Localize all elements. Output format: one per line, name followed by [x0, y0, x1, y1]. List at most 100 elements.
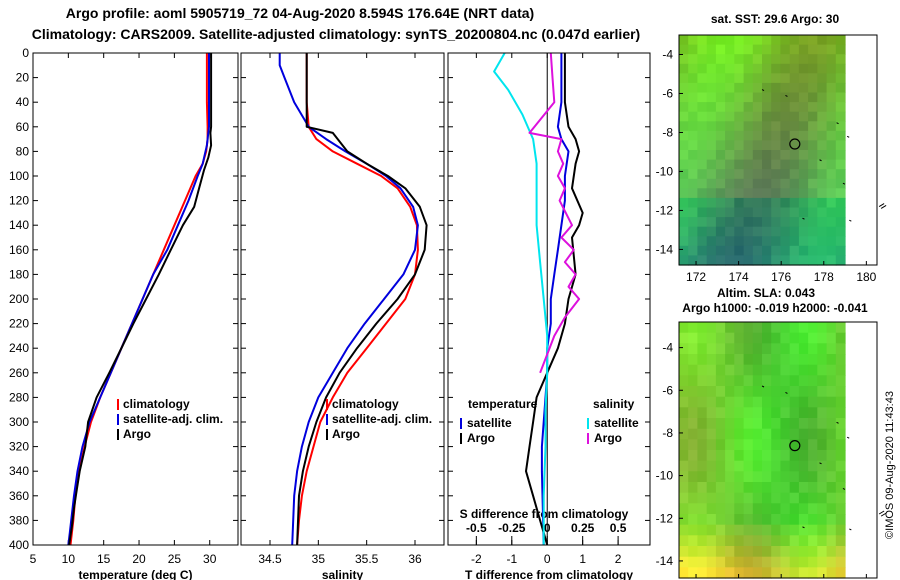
map-cell — [688, 35, 698, 46]
map-cell — [762, 375, 772, 387]
map-cell — [697, 503, 708, 515]
map-cell — [789, 514, 800, 526]
legend-title-salinity: salinity — [593, 397, 635, 411]
map-cell — [734, 396, 745, 408]
map-cell — [835, 556, 846, 568]
map-cell — [817, 73, 828, 84]
map-cell — [808, 82, 818, 94]
map-cell — [706, 207, 717, 218]
map-cell — [697, 535, 708, 547]
map-cell — [798, 503, 809, 515]
map-cell — [725, 159, 735, 170]
map-cell — [789, 428, 800, 440]
map-cell — [679, 524, 689, 536]
map-cell — [706, 439, 717, 451]
map-cell — [771, 63, 781, 74]
map-cell — [706, 503, 717, 515]
map-cell — [780, 546, 791, 558]
map-cell — [826, 396, 837, 408]
map-cell — [679, 44, 689, 55]
island-mark — [842, 487, 846, 490]
map-cell — [808, 63, 818, 74]
map-y-tick-label: -8 — [662, 426, 673, 440]
map-cell — [697, 226, 708, 237]
map-cell — [734, 343, 745, 355]
map-cell — [725, 73, 735, 84]
map-cell — [826, 82, 837, 94]
map-cell — [743, 535, 754, 547]
map-cell — [808, 418, 818, 430]
map-cell — [789, 44, 800, 55]
map-cell — [734, 332, 745, 344]
map-cell — [817, 102, 828, 113]
map-cell — [789, 130, 800, 141]
map-cell — [826, 197, 837, 209]
sla-map-title: Altim. SLA: 0.043 — [717, 286, 815, 300]
map-cell — [835, 130, 846, 141]
map-cell — [808, 44, 818, 55]
map-cell — [725, 178, 735, 189]
map-cell — [734, 102, 745, 113]
map-cell — [725, 567, 735, 579]
map-cell — [679, 407, 689, 419]
map-cell — [752, 343, 763, 355]
map-cell — [679, 188, 689, 199]
map-cell — [826, 35, 837, 46]
map-cell — [752, 188, 763, 199]
map-cell — [771, 396, 781, 408]
map-cell — [679, 73, 689, 84]
map-cell — [743, 407, 754, 419]
map-cell — [808, 111, 818, 122]
map-cell — [688, 102, 698, 113]
map-cell — [679, 354, 689, 366]
map-cell — [780, 354, 791, 366]
map-cell — [688, 255, 698, 266]
map-cell — [715, 514, 726, 526]
map-cell — [789, 375, 800, 387]
map-y-tick-label: -14 — [656, 554, 674, 568]
map-cell — [771, 439, 781, 451]
map-cell — [771, 207, 781, 218]
x-tick-label: 36 — [408, 552, 422, 566]
map-cell — [734, 150, 745, 161]
dateline-island-mark — [878, 510, 887, 517]
map-cell — [679, 514, 689, 526]
map-cell — [715, 245, 726, 256]
map-cell — [798, 332, 809, 344]
map-cell — [808, 150, 818, 161]
map-cell — [743, 236, 754, 247]
map-cell — [688, 567, 698, 579]
map-cell — [835, 207, 846, 218]
map-cell — [780, 492, 791, 504]
map-cell — [762, 92, 772, 103]
map-cell — [706, 567, 717, 579]
map-cell — [817, 332, 828, 344]
map-cell — [706, 332, 717, 344]
map-cell — [780, 535, 791, 547]
map-cell — [817, 396, 828, 408]
map-cell — [771, 130, 781, 141]
map-cell — [679, 150, 689, 161]
map-cell — [780, 503, 791, 515]
map-cell — [808, 386, 818, 398]
map-cell — [826, 418, 837, 430]
map-cell — [780, 514, 791, 526]
map-cell — [752, 556, 763, 568]
map-cell — [752, 567, 763, 579]
map-cell — [798, 150, 809, 161]
map-cell — [706, 92, 717, 103]
y-tick-label: 360 — [9, 489, 29, 503]
map-cell — [752, 111, 763, 122]
map-cell — [688, 375, 698, 387]
map-cell — [771, 460, 781, 472]
map-cell — [734, 375, 745, 387]
map-cell — [798, 159, 809, 170]
map-cell — [725, 226, 735, 237]
map-cell — [780, 407, 791, 419]
map-cell — [715, 121, 726, 132]
map-cell — [780, 169, 791, 180]
map-cell — [688, 503, 698, 515]
map-cell — [734, 121, 745, 132]
map-cell — [835, 354, 846, 366]
